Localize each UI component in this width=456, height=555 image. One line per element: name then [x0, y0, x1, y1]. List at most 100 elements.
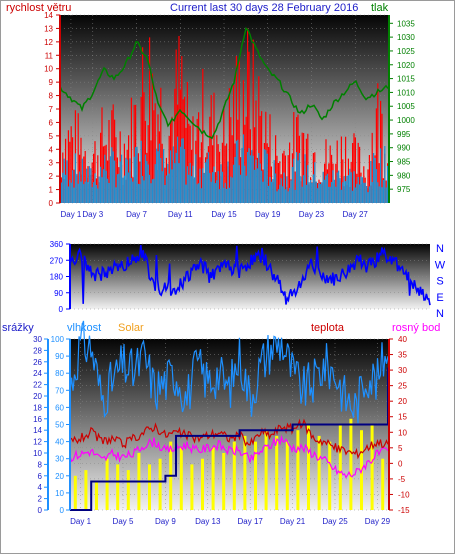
direction-y-ticks: 0 90 180 270 360 — [50, 240, 70, 314]
rain-y-tick-label: 14 — [33, 426, 42, 435]
solar-bar — [370, 424, 374, 510]
solar-bar — [158, 458, 162, 510]
rain-y-tick-label: 20 — [33, 392, 42, 401]
rain-x-tick-label: Day 13 — [195, 517, 221, 526]
solar-bar — [349, 418, 353, 510]
humidity-series — [69, 320, 389, 424]
solar-bar — [317, 435, 321, 510]
temperature-y-tick-label: 30 — [398, 366, 407, 375]
pressure-y-tick-label: 985 — [397, 158, 411, 167]
rain-series — [70, 367, 389, 511]
humidity-y-tick-label: 80 — [55, 369, 64, 378]
dewpoint-series — [69, 434, 389, 479]
pressure-y-tick-label: 980 — [397, 171, 411, 180]
wind-x-tick-label: Day 15 — [211, 210, 237, 219]
wind-x-tick-label: Day 11 — [168, 210, 193, 219]
solar-bar — [254, 441, 257, 510]
wind-x-tick-label: Day 19 — [255, 210, 281, 219]
solar-bar — [73, 475, 77, 510]
compass-label: N — [436, 308, 444, 320]
rain-y-tick-label: 30 — [33, 335, 42, 344]
wind-x-tick-label: Day 1 — [60, 210, 81, 219]
solar-bar — [84, 470, 88, 510]
solar-bar — [211, 447, 215, 510]
rain-x-tick-label: Day 1 — [70, 517, 91, 526]
solar-bar — [285, 441, 289, 510]
pressure-y-tick-label: 1005 — [397, 102, 415, 111]
pressure-y-ticks: 975 980 985 990 995 1000 1005 1010 1015 1020 1025 1… — [389, 19, 415, 194]
temperature-y-tick-label: 20 — [398, 397, 407, 406]
solar-label: Solar — [118, 322, 144, 334]
wind-y-tick-label: 1 — [49, 186, 54, 195]
rain-y-tick-label: 4 — [38, 483, 43, 492]
solar-bar — [95, 481, 98, 510]
solar-bar — [232, 441, 236, 510]
rain-x-tick-label: Day 17 — [238, 517, 264, 526]
wind-y-tick-label: 7 — [49, 105, 54, 114]
solar-bar — [126, 470, 130, 510]
pressure-series — [59, 26, 389, 140]
direction-y-tick-label: 180 — [50, 273, 64, 282]
rain-axis-label: srážky — [2, 322, 34, 334]
temperature-y-tick-label: 40 — [398, 335, 407, 344]
humidity-y-tick-label: 100 — [51, 335, 65, 344]
pressure-y-tick-label: 975 — [397, 185, 411, 194]
wind-x-ticks: Day 1 Day 3 Day 7 Day 11 Day 15 Day 19 Day 23 D… — [60, 210, 368, 219]
compass-label: W — [435, 259, 446, 271]
direction-y-tick-label: 360 — [50, 240, 64, 249]
solar-bar — [296, 430, 300, 510]
temperature-y-tick-label: -10 — [398, 490, 410, 499]
humidity-y-ticks: 0 10 20 30 40 50 60 70 80 90 100 — [51, 335, 70, 515]
compass-label: E — [436, 292, 443, 304]
direction-marks — [69, 245, 431, 306]
pressure-y-tick-label: 1030 — [397, 33, 415, 42]
rain-x-tick-label: Day 21 — [280, 517, 306, 526]
rain-y-tick-label: 28 — [33, 346, 42, 355]
temperature-series — [69, 418, 389, 460]
wind-direction-series — [69, 245, 431, 306]
wind-y-tick-label: 5 — [49, 132, 54, 141]
humidity-y-tick-label: 30 — [55, 455, 64, 464]
temperature-y-tick-label: 0 — [398, 459, 403, 468]
solar-bar — [222, 453, 226, 510]
wind-marks — [59, 26, 389, 203]
humidity-y-tick-label: 0 — [60, 506, 65, 515]
wind-axis-label: rychlost větru — [6, 2, 71, 14]
rain-y-tick-label: 12 — [33, 438, 42, 447]
wind-y-tick-label: 9 — [49, 78, 54, 87]
rain-y-tick-label: 2 — [38, 495, 43, 504]
humidity-y-tick-label: 50 — [55, 421, 64, 430]
rain-x-tick-label: Day 29 — [365, 517, 391, 526]
rain-y-tick-label: 16 — [33, 415, 42, 424]
wind-y-tick-label: 3 — [49, 159, 54, 168]
pressure-y-tick-label: 1000 — [397, 116, 415, 125]
rain-y-tick-label: 18 — [33, 403, 42, 412]
pressure-y-tick-label: 990 — [397, 144, 411, 153]
humidity-y-tick-label: 90 — [55, 352, 64, 361]
rain-y-tick-label: 0 — [38, 506, 43, 515]
solar-bar — [381, 458, 385, 510]
humidity-y-tick-label: 40 — [55, 438, 64, 447]
compass-label: S — [436, 276, 443, 288]
direction-y-tick-label: 90 — [54, 289, 63, 298]
rain-y-tick-label: 8 — [38, 460, 43, 469]
humidity-y-tick-label: 60 — [55, 403, 64, 412]
solar-bar — [328, 441, 332, 510]
solar-bar — [116, 464, 120, 510]
pressure-axis-label: tlak — [371, 2, 389, 14]
wind-y-tick-label: 12 — [44, 38, 53, 47]
compass-label: N — [436, 243, 444, 255]
humidity-y-tick-label: 10 — [55, 489, 64, 498]
pressure-y-tick-label: 995 — [397, 130, 411, 139]
solar-bar — [201, 458, 204, 510]
rain-x-tick-label: Day 5 — [113, 517, 134, 526]
solar-bar — [264, 430, 268, 510]
solar-bar — [148, 464, 151, 510]
pressure-y-tick-label: 1025 — [397, 47, 415, 56]
pressure-y-tick-label: 1035 — [397, 19, 415, 28]
wind-y-tick-label: 4 — [49, 145, 54, 154]
solar-bar — [275, 435, 279, 510]
